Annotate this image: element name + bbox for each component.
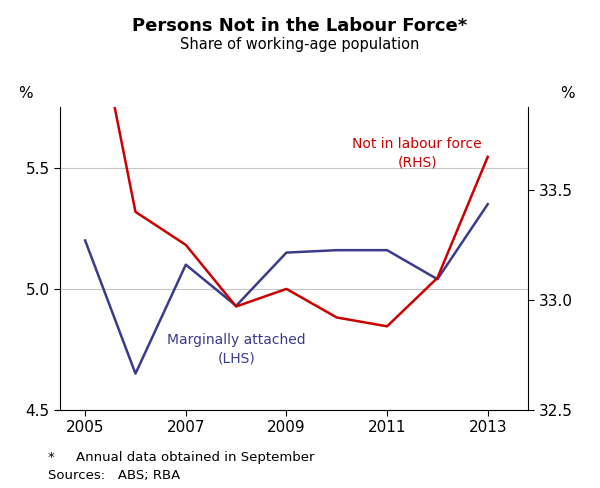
Text: *     Annual data obtained in September: * Annual data obtained in September <box>48 451 314 465</box>
Text: Share of working-age population: Share of working-age population <box>181 37 419 52</box>
Text: Not in labour force
(RHS): Not in labour force (RHS) <box>352 137 482 169</box>
Text: %: % <box>560 86 575 102</box>
Text: Sources:   ABS; RBA: Sources: ABS; RBA <box>48 469 180 483</box>
Text: Persons Not in the Labour Force*: Persons Not in the Labour Force* <box>133 17 467 35</box>
Text: Marginally attached
(LHS): Marginally attached (LHS) <box>167 333 305 366</box>
Text: %: % <box>18 86 32 102</box>
